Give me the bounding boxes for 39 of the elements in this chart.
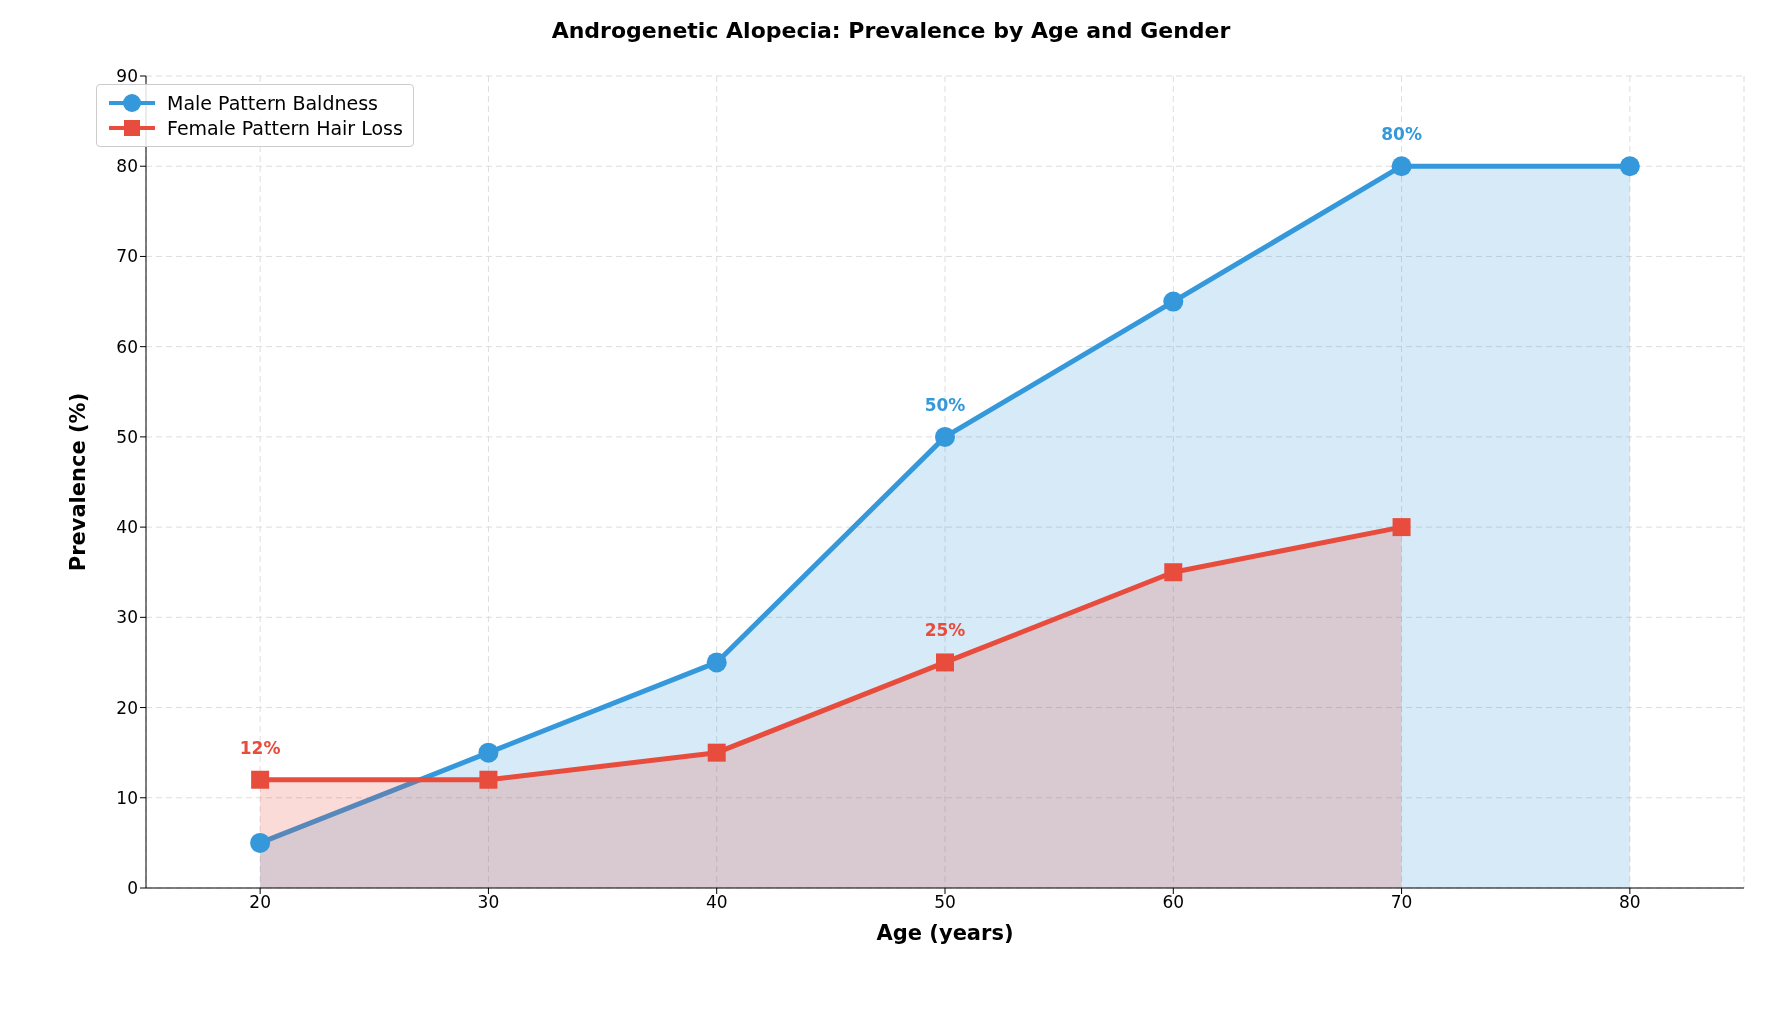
x-tick-label: 40 — [705, 892, 728, 913]
point — [1164, 563, 1183, 582]
x-tick-label: 20 — [249, 892, 271, 913]
y-tick-label: 60 — [116, 336, 138, 357]
point — [1391, 156, 1412, 177]
point — [1163, 291, 1184, 312]
y-axis-title: Prevalence (%) — [66, 392, 91, 572]
point — [935, 426, 955, 447]
y-tick-label: 20 — [116, 697, 138, 718]
y-tick-label: 80 — [116, 156, 138, 177]
x-axis-title: Age (years) — [876, 921, 1014, 945]
point — [251, 770, 270, 789]
x-tick-label: 80 — [1619, 892, 1641, 913]
chart-title: Androgenetic Alopecia: Prevalence by Age and Gender — [550, 18, 1232, 43]
y-tick-label: 40 — [116, 517, 138, 538]
point — [936, 653, 954, 672]
y-tick-label: 0 — [127, 878, 138, 899]
x-tick-label: 50 — [934, 892, 956, 913]
point — [1392, 518, 1411, 537]
annotation: 12% — [239, 737, 281, 758]
x-tick-label: 60 — [1162, 892, 1185, 913]
point — [707, 743, 726, 762]
x-tick-label: 30 — [477, 892, 500, 913]
annotation: 25% — [924, 620, 966, 641]
y-tick-label: 90 — [116, 66, 138, 87]
y-tick-label: 30 — [116, 607, 138, 628]
legend-label: Male Pattern Baldness — [167, 92, 378, 114]
point — [1619, 156, 1640, 177]
point — [706, 652, 727, 673]
annotation: 50% — [924, 394, 966, 415]
legend-label: Female Pattern Hair Loss — [167, 117, 403, 139]
point — [479, 770, 498, 789]
y-tick-label: 70 — [116, 246, 138, 267]
annotation: 80% — [1381, 124, 1422, 145]
x-tick-label: 70 — [1390, 892, 1413, 913]
point — [250, 832, 271, 853]
point — [478, 742, 499, 763]
y-tick-label: 50 — [116, 426, 138, 447]
y-tick-label: 10 — [116, 787, 138, 808]
